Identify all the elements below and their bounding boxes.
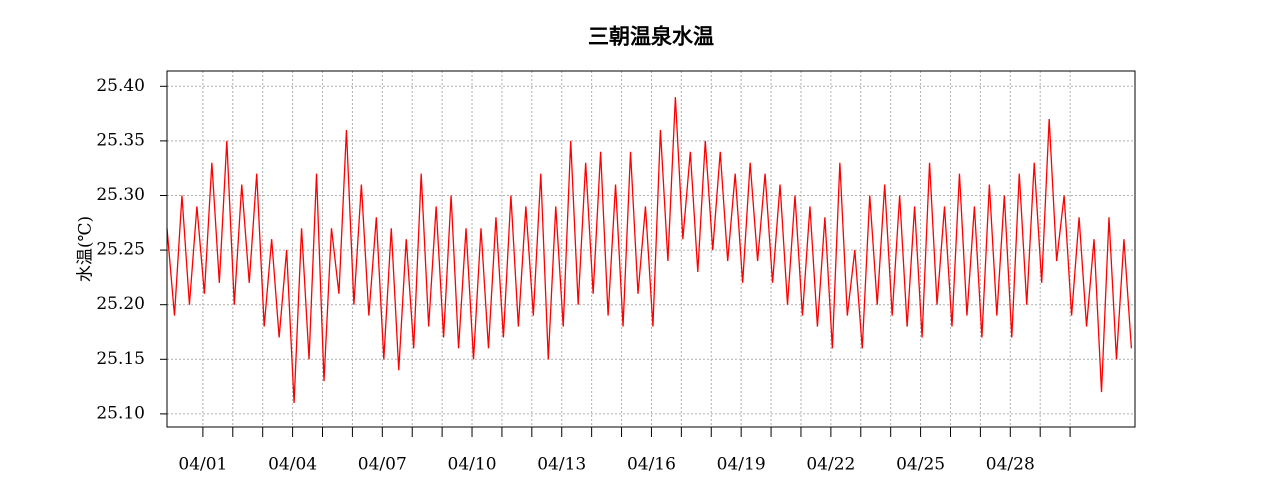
x-tick-label: 04/19 (717, 455, 766, 475)
y-tick-label: 25.15 (96, 349, 145, 369)
y-axis-label: 水温(℃) (76, 216, 96, 282)
x-tick-label: 04/13 (537, 455, 586, 475)
data-line (166, 97, 1133, 404)
x-tick-label: 04/07 (358, 455, 407, 475)
x-tick-label: 04/28 (986, 455, 1035, 475)
plot-frame (166, 70, 1136, 428)
y-tick-label: 25.35 (96, 130, 145, 150)
y-tick-label: 25.30 (96, 185, 145, 205)
x-tick-label: 04/16 (627, 455, 676, 475)
y-tick-label: 25.10 (96, 403, 145, 423)
chart-title: 三朝温泉水温 (588, 24, 714, 49)
x-tick-label: 04/04 (268, 455, 317, 475)
y-tick-label: 25.40 (96, 76, 145, 96)
x-tick-label: 04/10 (448, 455, 497, 475)
x-tick-label: 04/01 (178, 455, 227, 475)
x-tick-label: 04/25 (896, 455, 945, 475)
y-tick-label: 25.20 (96, 294, 145, 314)
y-tick-label: 25.25 (96, 240, 145, 260)
x-tick-label: 04/22 (806, 455, 855, 475)
